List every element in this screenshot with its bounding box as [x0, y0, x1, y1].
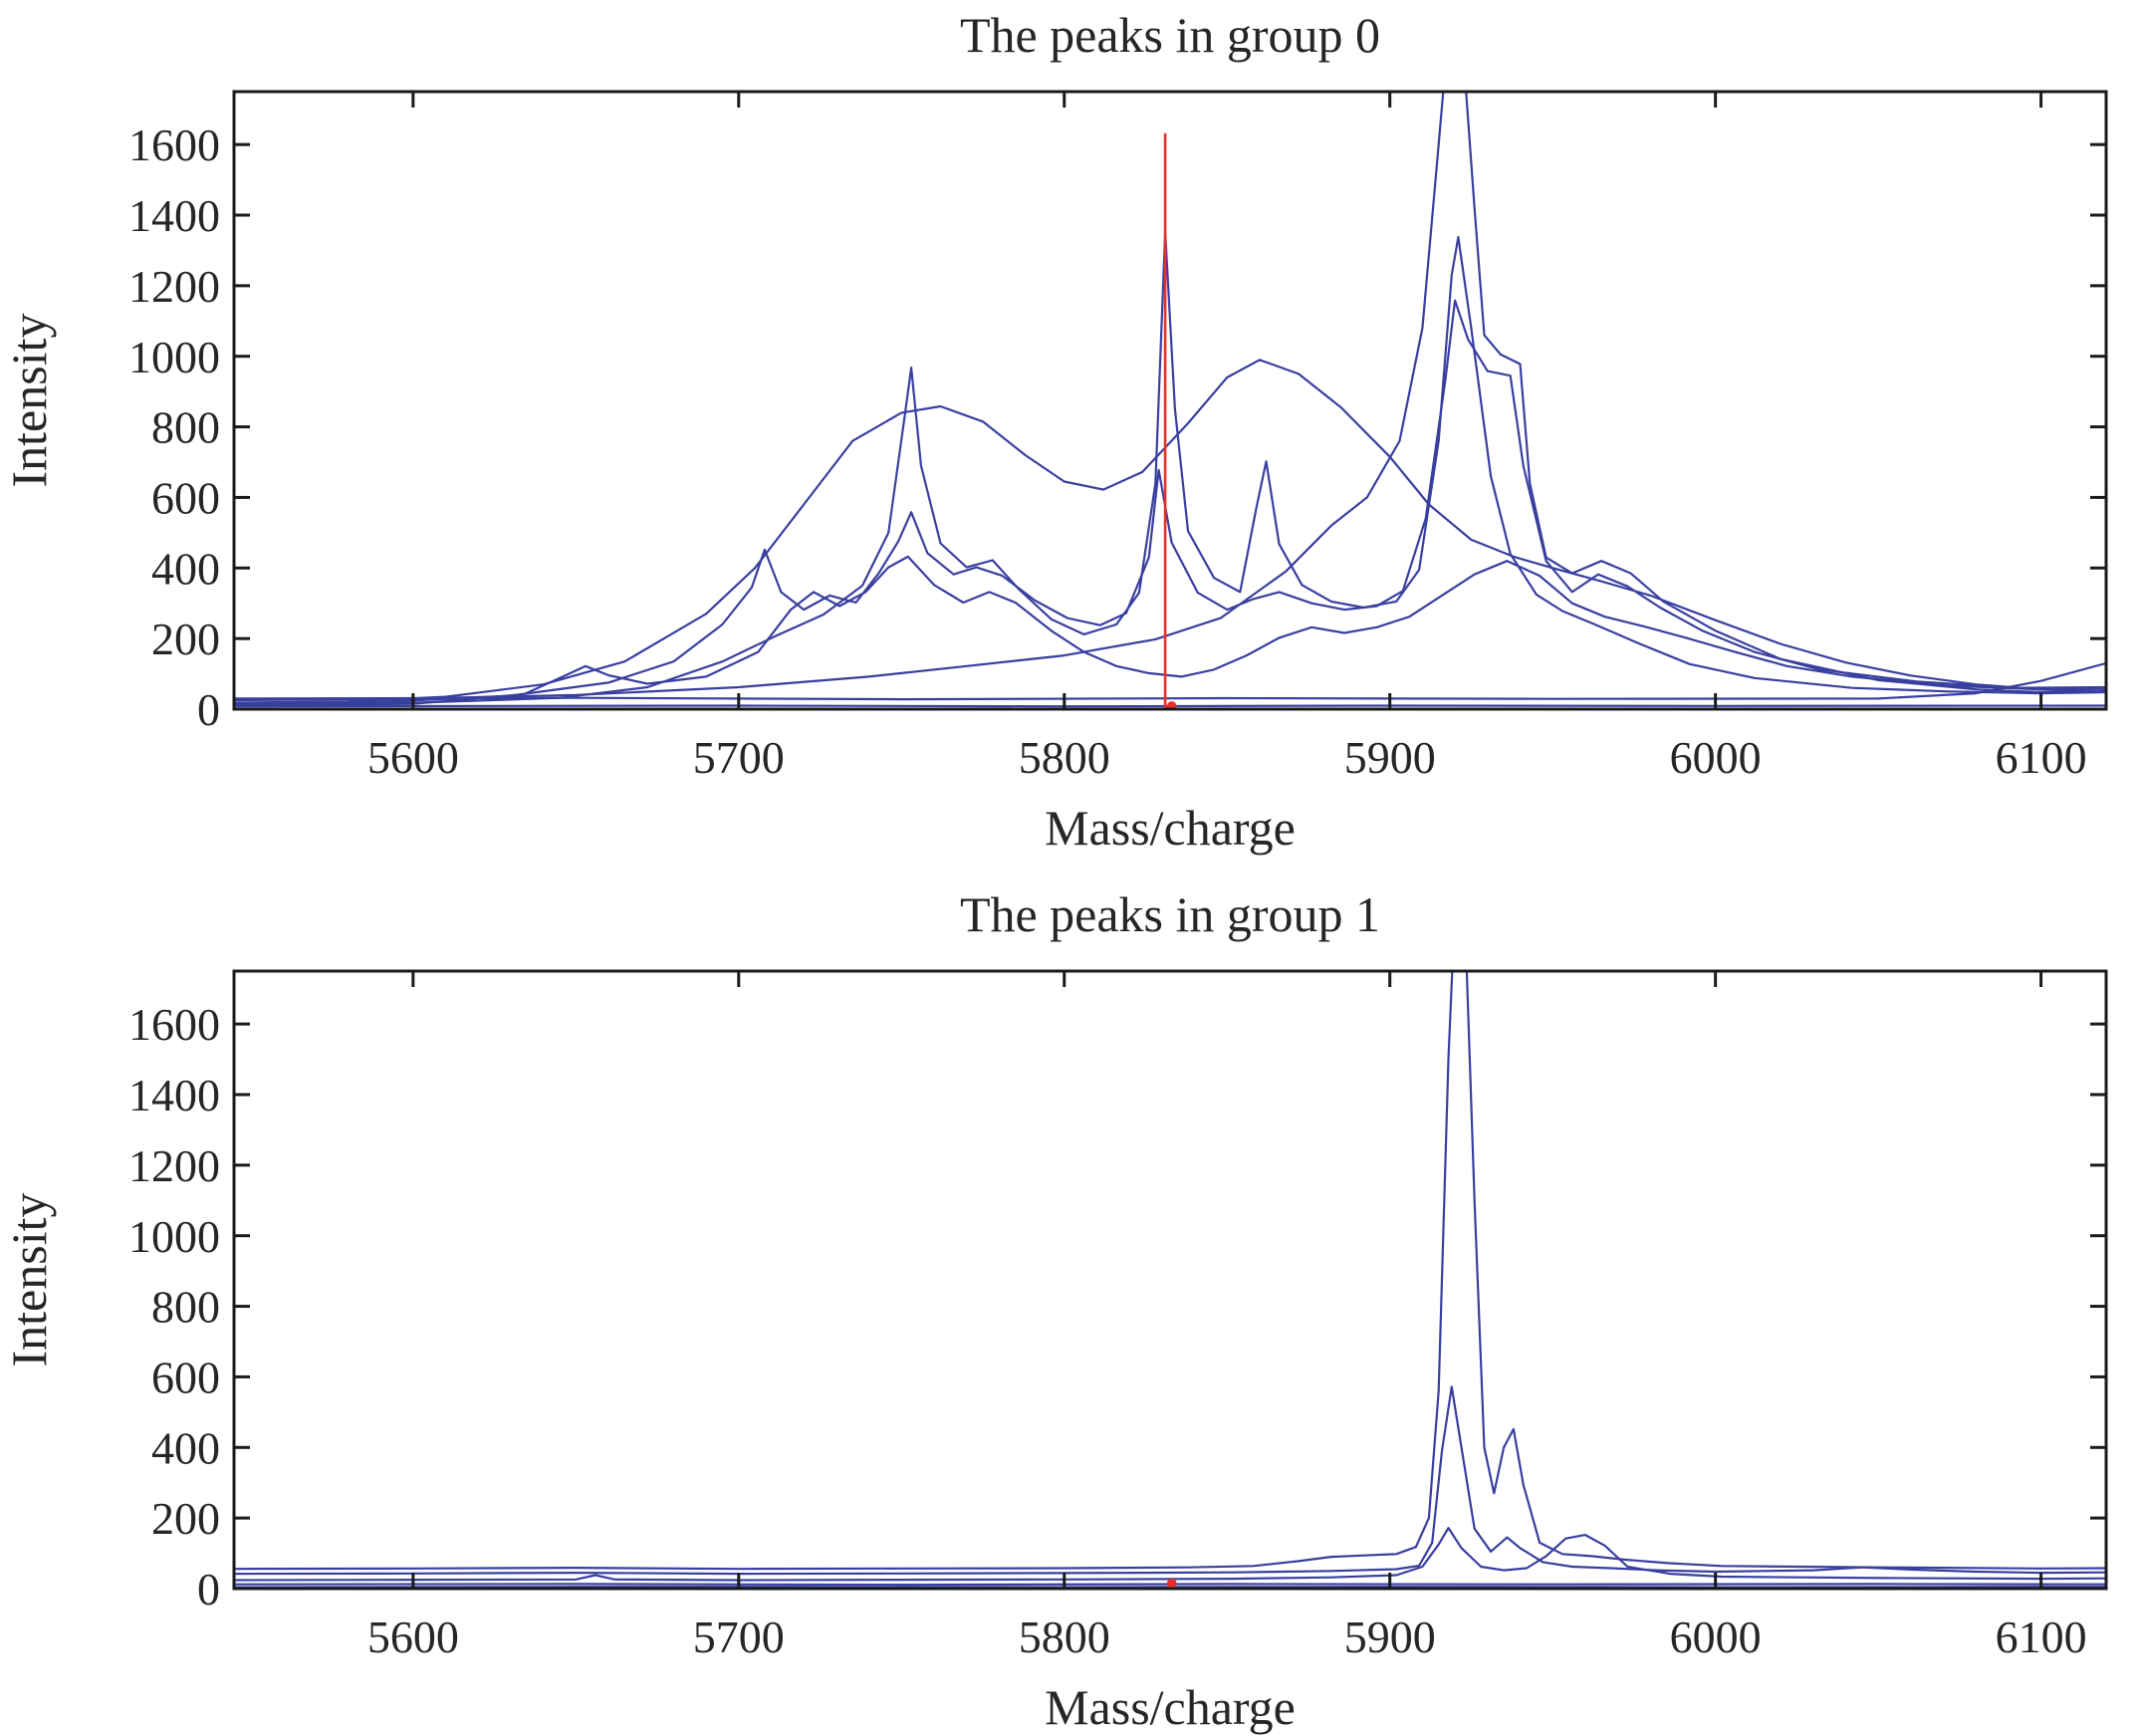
spectrum-line-spectrum-mid [234, 1385, 2106, 1576]
chart-title: The peaks in group 1 [960, 886, 1380, 942]
x-tick-label: 6000 [1670, 1612, 1762, 1662]
y-tick-label: 0 [197, 684, 220, 735]
y-tick-label: 800 [151, 402, 220, 453]
y-tick-label: 1600 [128, 999, 220, 1050]
plot-box [232, 969, 2108, 1591]
x-tick-label: 6100 [1996, 732, 2087, 783]
spectrum-line-spectrum-low-wiggly [234, 555, 2106, 707]
x-tick-label: 5600 [367, 732, 459, 783]
spectrum-line-spectrum-flat-a [234, 1583, 2106, 1587]
y-tick-label: 0 [197, 1564, 220, 1614]
spectrum-line-spectrum-flat-a [234, 661, 2106, 701]
y-tick-label: 600 [151, 1353, 220, 1403]
plot-area [234, 971, 2106, 1589]
chart-group-0: 5600 5700 5800 5900 6000 6100 0 200 400 600 800 100… [0, 0, 2141, 857]
group1-plot: 5600 5700 5800 5900 6000 6100 0 200 400 600 800 100… [1, 886, 2108, 1735]
x-tick-label: 5800 [1019, 1612, 1110, 1662]
peak-marker-point [1166, 1579, 1177, 1589]
chart-title: The peaks in group 0 [960, 7, 1380, 63]
spectrum-line-spectrum-tallest [234, 971, 2106, 1571]
y-tick-label: 400 [151, 543, 220, 594]
x-tick-label: 5700 [693, 732, 785, 783]
spectrum-line-spectrum-tallest [234, 92, 2106, 702]
y-tick-label: 200 [151, 1493, 220, 1544]
peak-marker-point [1166, 701, 1177, 709]
chart-group-1: 5600 5700 5800 5900 6000 6100 0 200 400 600 800 100… [0, 879, 2141, 1736]
y-tick-label: 600 [151, 473, 220, 524]
y-tick-label: 1400 [128, 1070, 220, 1120]
x-axis-label: Mass/charge [1045, 1679, 1296, 1735]
y-tick-label: 400 [151, 1422, 220, 1473]
spectrum-line-spectrum-main [234, 230, 2106, 706]
spectrum-line-spectrum-broad [234, 359, 2106, 704]
y-tick-label: 1200 [128, 261, 220, 312]
spectrum-line-spectrum-small [234, 1526, 2106, 1582]
y-tick-label: 200 [151, 614, 220, 664]
group0-plot: 5600 5700 5800 5900 6000 6100 0 200 400 600 800 100… [1, 7, 2108, 856]
y-tick-label: 1400 [128, 190, 220, 241]
y-tick-label: 800 [151, 1282, 220, 1333]
y-tick-label: 1000 [128, 332, 220, 382]
x-tick-label: 5700 [693, 1612, 785, 1662]
plot-box [232, 90, 2108, 711]
y-tick-label: 1200 [128, 1140, 220, 1191]
y-tick-label: 1000 [128, 1211, 220, 1262]
spectrum-line-spectrum-secondary [234, 299, 2106, 705]
spectrum-line-spectrum-flat-b [234, 704, 2106, 708]
x-tick-label: 5900 [1344, 1612, 1436, 1662]
y-axis-label: Intensity [1, 314, 57, 488]
y-axis-label: Intensity [1, 1193, 57, 1367]
x-tick-label: 5900 [1344, 732, 1436, 783]
x-axis-label: Mass/charge [1045, 800, 1296, 856]
y-tick-label: 1600 [128, 120, 220, 170]
x-tick-label: 5800 [1019, 732, 1110, 783]
x-tick-label: 6000 [1670, 732, 1762, 783]
plot-area [234, 92, 2106, 709]
x-tick-label: 5600 [367, 1612, 459, 1662]
x-tick-label: 6100 [1996, 1612, 2087, 1662]
